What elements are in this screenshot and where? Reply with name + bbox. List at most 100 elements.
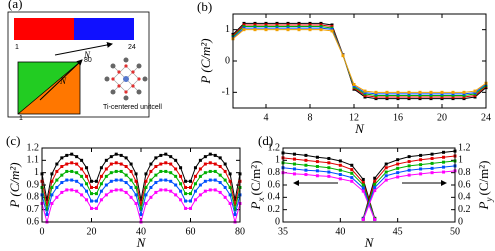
marker — [213, 178, 217, 182]
y2-tick-label: 1.2 — [458, 142, 471, 153]
marker — [70, 169, 74, 173]
marker — [65, 169, 69, 173]
marker — [164, 161, 168, 165]
y-tick-label: 0.7 — [27, 204, 40, 215]
x-tick-label: 45 — [393, 226, 403, 237]
marker — [253, 26, 257, 30]
marker — [430, 156, 434, 160]
marker — [374, 93, 378, 97]
marker — [315, 169, 319, 173]
marker — [264, 23, 268, 27]
marker — [109, 155, 113, 159]
marker — [361, 177, 365, 181]
marker — [440, 90, 444, 94]
marker — [134, 193, 138, 197]
marker — [144, 179, 148, 183]
marker — [65, 153, 69, 157]
y-tick-label: 1.2 — [268, 142, 281, 153]
marker — [462, 92, 466, 96]
marker — [430, 152, 434, 156]
marker — [319, 21, 323, 25]
marker — [149, 178, 153, 182]
marker — [198, 193, 202, 197]
marker — [90, 179, 93, 183]
square-end: 80 — [84, 57, 92, 64]
panel-a: 1 24 N 1 80 N Ti-centered unitcell (a) — [7, 0, 162, 122]
marker — [286, 25, 290, 29]
panel-label: (a) — [8, 0, 22, 11]
marker — [218, 190, 222, 194]
marker — [418, 90, 422, 94]
marker — [75, 179, 79, 183]
marker — [419, 158, 423, 162]
marker — [174, 174, 178, 178]
marker — [396, 93, 400, 97]
y-tick-label: 1 — [275, 155, 280, 166]
marker — [373, 189, 377, 193]
marker — [189, 192, 192, 196]
marker — [179, 198, 183, 202]
marker — [297, 25, 301, 29]
marker — [233, 208, 237, 212]
marker — [80, 193, 84, 197]
marker — [473, 89, 477, 93]
marker — [213, 169, 217, 173]
schematic-frame — [7, 11, 150, 118]
marker — [442, 150, 446, 154]
marker — [473, 91, 477, 95]
marker — [149, 195, 153, 199]
marker — [373, 176, 377, 180]
marker — [203, 162, 207, 166]
marker — [373, 218, 377, 222]
marker — [253, 21, 257, 25]
marker — [407, 97, 411, 101]
marker — [223, 195, 227, 199]
square-frame — [17, 61, 81, 115]
marker — [363, 91, 367, 95]
marker — [308, 26, 312, 30]
marker — [451, 97, 455, 101]
x-label: N — [364, 235, 375, 250]
x-tick-label: 16 — [393, 112, 403, 123]
marker — [50, 185, 54, 189]
marker — [55, 195, 59, 199]
marker — [193, 174, 197, 178]
marker — [223, 162, 227, 166]
marker — [124, 190, 128, 194]
marker — [99, 182, 103, 186]
marker — [109, 189, 113, 193]
panel-label: (d) — [258, 133, 273, 148]
marker — [114, 169, 118, 173]
marker — [45, 208, 49, 212]
marker — [304, 158, 308, 162]
marker — [228, 179, 232, 183]
marker — [361, 181, 365, 185]
marker — [55, 178, 59, 182]
marker — [114, 188, 118, 192]
marker — [99, 189, 103, 193]
marker — [418, 93, 422, 97]
x-tick-label: 12 — [349, 112, 359, 123]
x-tick-label: 20 — [87, 226, 97, 237]
marker — [80, 167, 84, 171]
marker — [385, 90, 389, 94]
marker — [373, 182, 377, 186]
marker — [429, 92, 433, 96]
marker — [208, 152, 212, 156]
y-label: P (C/m²) — [7, 162, 22, 208]
marker — [184, 192, 188, 196]
marker — [396, 90, 400, 94]
marker — [164, 188, 168, 192]
y-tick-label: 0.9 — [27, 179, 40, 190]
marker — [45, 213, 49, 217]
marker — [304, 168, 308, 172]
marker — [384, 166, 388, 170]
blue-domain — [74, 18, 134, 40]
x-tick-label: 40 — [136, 226, 146, 237]
panel-label: (c) — [6, 133, 20, 148]
marker — [169, 179, 173, 183]
marker — [189, 179, 192, 183]
marker — [164, 178, 168, 182]
marker — [75, 162, 79, 166]
marker — [65, 162, 69, 166]
